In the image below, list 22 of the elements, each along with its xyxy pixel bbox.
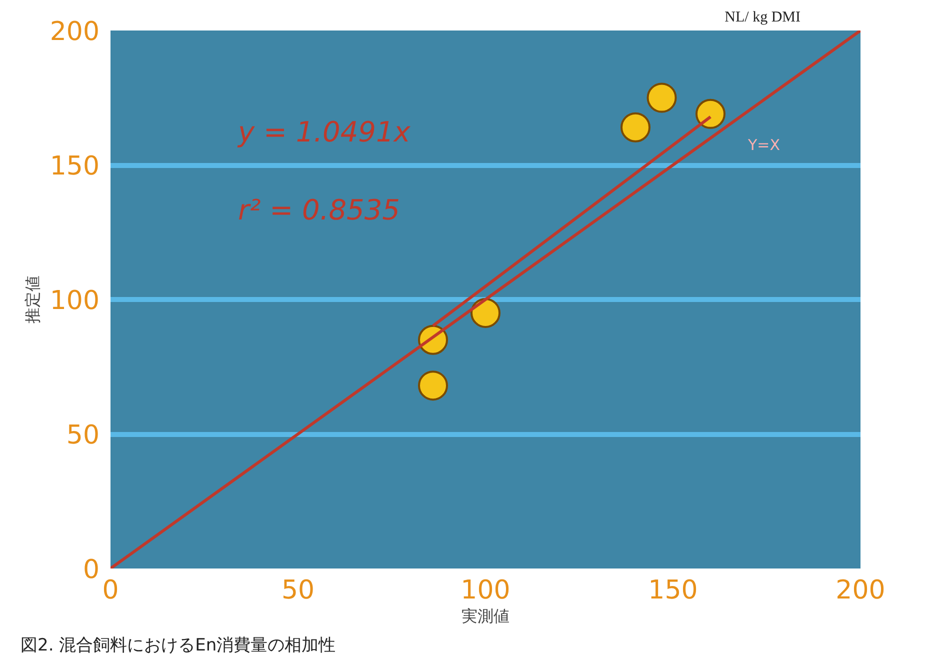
y-tick-label: 0 [82, 555, 100, 585]
y-tick-label: 200 [50, 17, 100, 47]
x-tick-label: 0 [102, 576, 119, 606]
y-tick-label: 100 [50, 286, 100, 316]
text: NL/ kg DMI [724, 10, 801, 26]
y-tick-label: 150 [50, 152, 100, 182]
x-axis-title: 実測値 [462, 606, 510, 626]
point [696, 98, 726, 129]
caption: 図2. 混合飼料におけるEn消費量の相加性 [20, 636, 336, 656]
point [646, 82, 677, 113]
x-tick-label: 150 [648, 576, 698, 606]
x-tick-label: 50 [281, 576, 315, 606]
y-tick-label: 50 [66, 420, 100, 450]
annotation: r² = 0.8535 [238, 194, 400, 226]
series-label: Y=X [747, 136, 780, 154]
point [620, 112, 650, 142]
y-axis-title: 推定値 [22, 276, 42, 324]
x-tick-label: 100 [460, 576, 510, 606]
annotation: y = 1.0491x [237, 116, 411, 148]
point [418, 370, 448, 401]
x-tick-label: 200 [836, 576, 886, 606]
point [470, 298, 500, 328]
